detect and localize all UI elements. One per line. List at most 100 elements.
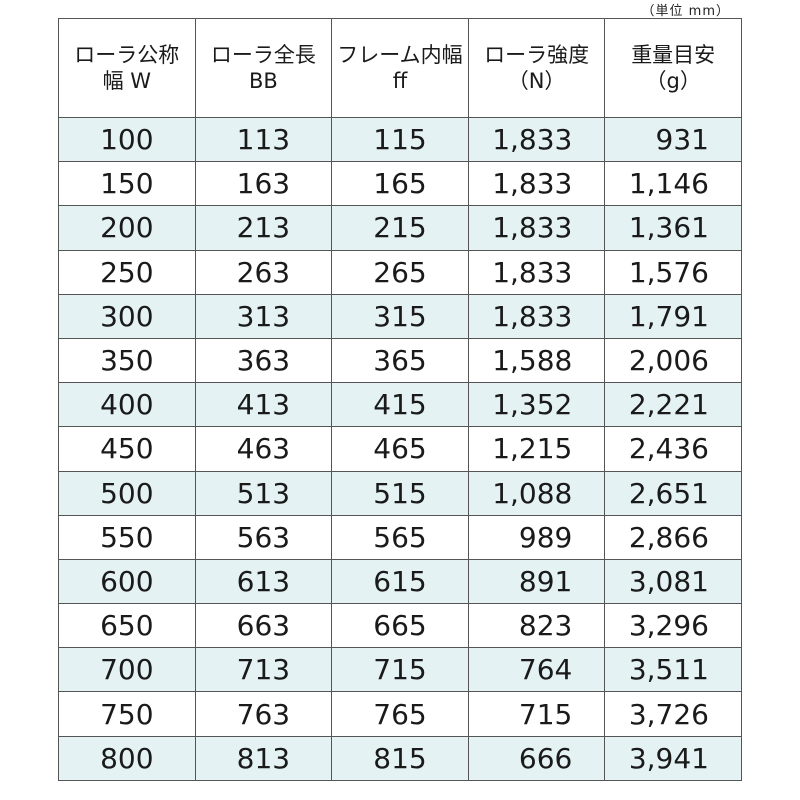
cell-nominal-width: 250 [58, 249, 196, 295]
cell-frame-inner-width: 715 [331, 647, 469, 693]
table-row: 600 613 615 891 3,081 [58, 558, 742, 605]
cell-weight: 2,006 [604, 337, 742, 384]
header-sublabel: BB [248, 69, 278, 93]
cell-roller-strength: 1,833 [467, 293, 606, 339]
cell-roller-strength: 1,088 [467, 470, 606, 516]
cell-nominal-width: 300 [58, 293, 196, 339]
cell-frame-inner-width: 665 [331, 603, 469, 649]
cell-roller-length: 213 [194, 205, 333, 251]
table-row: 200 213 215 1,833 1,361 [58, 205, 742, 251]
header-sublabel: 幅 W [102, 69, 152, 93]
cell-roller-strength: 1,215 [467, 426, 606, 472]
cell-nominal-width: 700 [58, 647, 196, 693]
cell-frame-inner-width: 165 [331, 161, 469, 207]
cell-weight: 1,576 [604, 249, 742, 295]
cell-roller-length: 163 [194, 161, 333, 207]
cell-weight: 3,081 [604, 558, 742, 605]
cell-weight: 3,511 [604, 647, 742, 693]
cell-nominal-width: 450 [58, 426, 196, 472]
table-row: 400 413 415 1,352 2,221 [58, 382, 742, 428]
cell-weight: 3,726 [604, 691, 742, 737]
header-label: ローラ全長 [210, 43, 316, 67]
cell-weight: 1,361 [604, 205, 742, 251]
table-row: 700 713 715 764 3,511 [58, 647, 742, 693]
cell-roller-length: 663 [194, 603, 333, 649]
cell-roller-length: 263 [194, 249, 333, 295]
table-row: 550 563 565 989 2,866 [58, 514, 742, 560]
table-row: 300 313 315 1,833 1,791 [58, 293, 742, 339]
cell-frame-inner-width: 815 [331, 735, 469, 781]
cell-frame-inner-width: 215 [331, 205, 469, 251]
cell-nominal-width: 400 [58, 382, 196, 428]
cell-nominal-width: 150 [58, 161, 196, 207]
header-row: ローラ公称 幅 W ローラ全長 BB フレーム内幅 ff ローラ強度 （N） 重… [58, 18, 742, 118]
table-row: 250 263 265 1,833 1,576 [58, 249, 742, 295]
header-roller-length: ローラ全長 BB [194, 18, 333, 118]
cell-roller-strength: 1,588 [467, 337, 606, 384]
cell-nominal-width: 750 [58, 691, 196, 737]
cell-nominal-width: 550 [58, 514, 196, 560]
table-header: ローラ公称 幅 W ローラ全長 BB フレーム内幅 ff ローラ強度 （N） 重… [58, 18, 742, 118]
cell-roller-strength: 1,352 [467, 382, 606, 428]
cell-frame-inner-width: 465 [331, 426, 469, 472]
table-row: 650 663 665 823 3,296 [58, 603, 742, 649]
cell-roller-strength: 1,833 [467, 249, 606, 295]
cell-nominal-width: 100 [58, 116, 196, 163]
cell-roller-length: 363 [194, 337, 333, 384]
header-sublabel: ff [392, 69, 408, 93]
cell-weight: 2,436 [604, 426, 742, 472]
cell-roller-length: 763 [194, 691, 333, 737]
cell-nominal-width: 350 [58, 337, 196, 384]
cell-roller-length: 563 [194, 514, 333, 560]
cell-roller-length: 613 [194, 558, 333, 605]
cell-roller-strength: 715 [467, 691, 606, 737]
roller-spec-table: ローラ公称 幅 W ローラ全長 BB フレーム内幅 ff ローラ強度 （N） 重… [58, 18, 742, 781]
cell-roller-length: 713 [194, 647, 333, 693]
table-row: 450 463 465 1,215 2,436 [58, 426, 742, 472]
cell-roller-strength: 989 [467, 514, 606, 560]
cell-weight: 2,651 [604, 470, 742, 516]
cell-frame-inner-width: 365 [331, 337, 469, 384]
cell-frame-inner-width: 315 [331, 293, 469, 339]
cell-nominal-width: 600 [58, 558, 196, 605]
table-body: 100 113 115 1,833 931 150 163 165 1,833 1,146 200 2… [58, 116, 742, 781]
cell-nominal-width: 650 [58, 603, 196, 649]
cell-frame-inner-width: 415 [331, 382, 469, 428]
cell-nominal-width: 500 [58, 470, 196, 516]
header-sublabel: （N） [507, 69, 566, 93]
cell-roller-length: 813 [194, 735, 333, 781]
cell-roller-strength: 823 [467, 603, 606, 649]
cell-frame-inner-width: 265 [331, 249, 469, 295]
cell-frame-inner-width: 515 [331, 470, 469, 516]
unit-note: （単位 mm） [641, 4, 730, 19]
table-row: 150 163 165 1,833 1,146 [58, 161, 742, 207]
cell-weight: 3,296 [604, 603, 742, 649]
cell-weight: 3,941 [604, 735, 742, 781]
header-label: ローラ強度 [484, 43, 590, 67]
cell-roller-length: 463 [194, 426, 333, 472]
header-label: フレーム内幅 [337, 43, 463, 67]
cell-roller-strength: 1,833 [467, 116, 606, 163]
cell-weight: 931 [604, 116, 742, 163]
header-frame-inner-width: フレーム内幅 ff [331, 18, 469, 118]
cell-roller-strength: 891 [467, 558, 606, 605]
header-label: 重量目安 [631, 43, 716, 67]
cell-frame-inner-width: 565 [331, 514, 469, 560]
cell-roller-strength: 666 [467, 735, 606, 781]
table-row: 500 513 515 1,088 2,651 [58, 470, 742, 516]
cell-roller-strength: 1,833 [467, 161, 606, 207]
header-sublabel: （g） [645, 69, 701, 93]
cell-roller-strength: 1,833 [467, 205, 606, 251]
cell-roller-length: 113 [194, 116, 333, 163]
header-label: ローラ公称 [74, 43, 180, 67]
cell-weight: 1,146 [604, 161, 742, 207]
cell-roller-strength: 764 [467, 647, 606, 693]
cell-frame-inner-width: 765 [331, 691, 469, 737]
cell-nominal-width: 200 [58, 205, 196, 251]
cell-roller-length: 413 [194, 382, 333, 428]
table-row: 750 763 765 715 3,726 [58, 691, 742, 737]
header-weight: 重量目安 （g） [604, 18, 742, 118]
cell-nominal-width: 800 [58, 735, 196, 781]
cell-weight: 2,221 [604, 382, 742, 428]
cell-frame-inner-width: 115 [331, 116, 469, 163]
